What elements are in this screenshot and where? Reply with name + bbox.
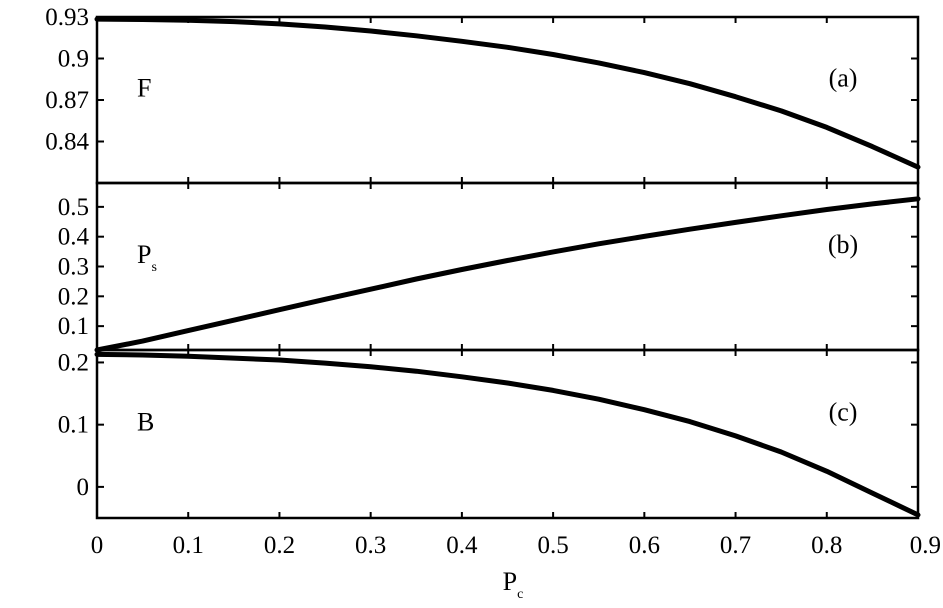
y-tick-label: 0.1 <box>58 412 89 439</box>
y-tick-label: 0.87 <box>45 87 89 114</box>
chart-panels: 0.840.870.90.93F (a)0.10.20.30.40.5Ps(b)0… <box>45 4 921 520</box>
x-tick-label: 0.8 <box>811 532 842 559</box>
panel-1: 0.84 0.87 0.9 0.93 F (a) <box>45 4 921 185</box>
y-axis-label-main: B <box>137 408 154 437</box>
x-tick-label: 0.3 <box>355 532 386 559</box>
y-axis-label: F <box>137 74 151 103</box>
x-tick-label: 0.6 <box>629 532 660 559</box>
x-axis-label: Pc <box>503 567 524 602</box>
panel-3: 0 0.1 0.2 B (c) <box>58 348 921 520</box>
y-axis-label-main: F <box>137 74 151 103</box>
x-tick-label: 0.9 <box>910 532 941 559</box>
y-tick-label: 0.93 <box>45 4 89 31</box>
y-tick-label: 0.5 <box>58 194 89 221</box>
y-axis-label: B <box>137 408 154 437</box>
x-tick-label: 0 <box>91 532 104 559</box>
x-axis: 0 0.1 0.2 0.3 0.4 0.5 0.6 0.7 0.8 0.9 <box>91 532 941 559</box>
x-tick-label: 0.2 <box>264 532 295 559</box>
panel-frame <box>95 348 920 520</box>
y-axis-label: Ps <box>137 240 157 275</box>
x-axis-label-main: P <box>503 567 517 596</box>
panel-label: (b) <box>828 230 858 259</box>
y-axis-label-main: P <box>137 240 151 269</box>
panel-2: 0.1 0.20.3 0.4 0.5 Ps (b) <box>58 181 921 353</box>
panel-frame <box>95 15 920 185</box>
y-tick-label: 0.84 <box>45 129 89 156</box>
x-axis-label-subscript: c <box>517 587 523 602</box>
x-tick-label: 0.7 <box>720 532 751 559</box>
series-line-1 <box>94 16 921 170</box>
y-tick-label: 0.2 <box>58 349 89 376</box>
y-tick-label: 0.2 <box>58 283 89 310</box>
x-tick-label: 0.5 <box>537 532 568 559</box>
y-axis-label-subscript: s <box>151 260 156 275</box>
x-tick-label: 0.1 <box>173 532 204 559</box>
panel-label: (c) <box>829 398 858 427</box>
y-tick-label: 0.1 <box>58 313 89 340</box>
y-tick-label: 0.9 <box>58 46 89 73</box>
y-tick-label: 0.3 <box>58 254 89 281</box>
y-tick-label: 0.4 <box>58 224 90 251</box>
series-line-1 <box>94 351 921 518</box>
series-line-1 <box>94 196 921 353</box>
x-tick-label: 0.4 <box>446 532 478 559</box>
panel-label: (a) <box>829 64 858 93</box>
y-tick-label: 0 <box>77 474 90 501</box>
